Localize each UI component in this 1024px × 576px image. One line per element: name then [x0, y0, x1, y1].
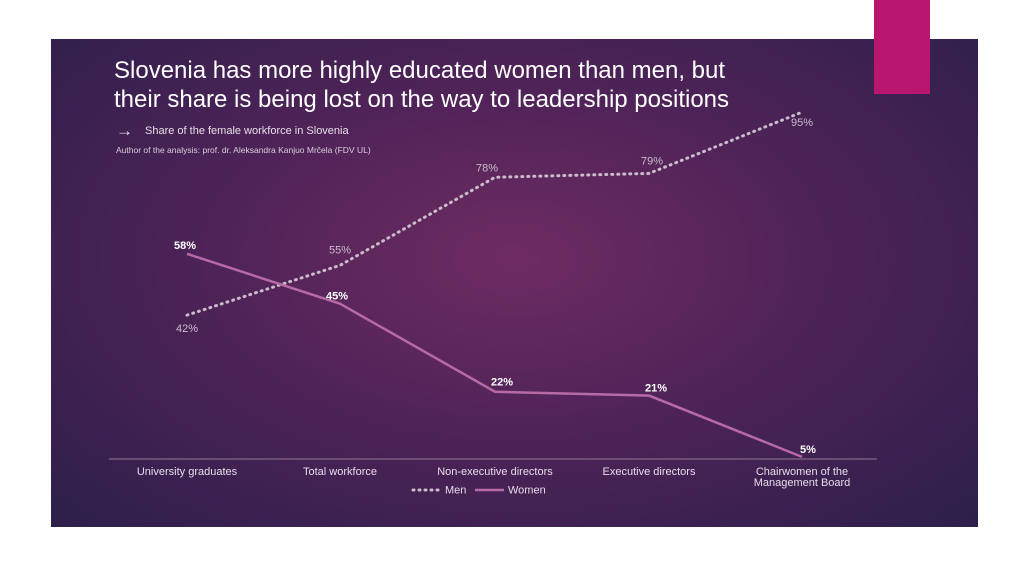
- arrow-right-icon: →: [116, 121, 133, 140]
- data-label-men: 42%: [176, 323, 198, 335]
- accent-tab: [874, 0, 930, 94]
- data-label-men: 55%: [329, 244, 351, 256]
- x-tick-label: Chairwomen of the: [756, 466, 848, 478]
- title-line-2: their share is being lost on the way to …: [114, 86, 730, 113]
- data-label-men: 78%: [476, 162, 498, 174]
- line-chart: University graduates Total workforce Non-e…: [109, 110, 877, 497]
- data-label-women: 45%: [326, 291, 348, 303]
- slide-title: Slovenia has more highly educated women …: [114, 56, 874, 114]
- x-tick-label: Management Board: [754, 477, 851, 489]
- x-tick-label: Executive directors: [603, 466, 696, 478]
- series-line-women: [186, 252, 803, 459]
- data-label-women: 5%: [800, 444, 816, 456]
- subtitle-row: → Share of the female workforce in Slove…: [116, 121, 349, 140]
- legend-label-women: Women: [508, 485, 546, 497]
- data-label-women: 58%: [174, 240, 196, 252]
- author-note: Author of the analysis: prof. dr. Aleksa…: [116, 145, 371, 155]
- data-label-women: 22%: [491, 377, 513, 389]
- x-tick-label: University graduates: [137, 466, 238, 478]
- legend-label-men: Men: [445, 485, 466, 497]
- data-label-men: 79%: [641, 155, 663, 167]
- slide: Slovenia has more highly educated women …: [51, 39, 978, 527]
- title-line-1: Slovenia has more highly educated women …: [114, 57, 726, 84]
- x-tick-label: Non-executive directors: [437, 466, 553, 478]
- chart-subtitle: Share of the female workforce in Sloveni…: [145, 125, 349, 137]
- series-line-men: [185, 110, 804, 317]
- data-label-men: 95%: [791, 117, 813, 129]
- x-tick-label: Total workforce: [303, 466, 377, 478]
- data-label-women: 21%: [645, 383, 667, 395]
